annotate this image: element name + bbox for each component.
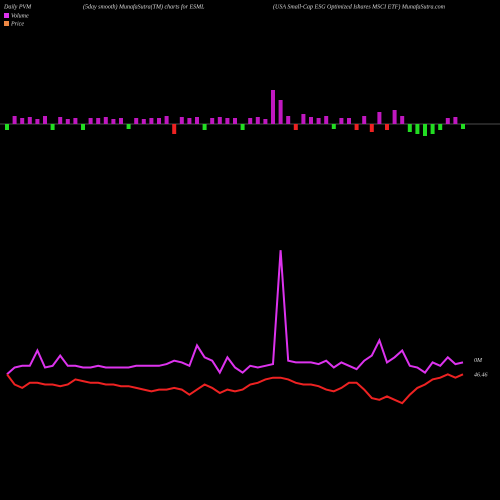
bar <box>172 124 177 134</box>
bar <box>126 124 131 129</box>
bar <box>111 119 116 124</box>
bar <box>164 116 169 124</box>
bar <box>5 124 9 130</box>
bar <box>400 116 405 124</box>
bar <box>347 118 351 124</box>
chart-source: (USA Small-Cap ESG Optimized Ishares MSC… <box>273 3 446 10</box>
bar <box>96 118 101 124</box>
bar <box>385 124 389 130</box>
bar <box>278 100 283 124</box>
bar <box>377 112 382 124</box>
bar <box>316 118 321 124</box>
bar <box>362 116 367 124</box>
bar <box>20 118 25 124</box>
bar <box>195 117 199 124</box>
bar <box>43 116 47 124</box>
end-label: 46.46 <box>474 372 488 379</box>
bar <box>271 90 275 124</box>
bar <box>438 124 443 130</box>
bar <box>217 117 222 124</box>
bar <box>415 124 420 134</box>
bar <box>369 124 374 132</box>
bar <box>324 116 329 124</box>
bar <box>461 124 465 129</box>
legend-swatch <box>4 21 9 26</box>
bar <box>157 118 161 124</box>
bar <box>12 116 17 124</box>
bar <box>58 117 63 124</box>
bar <box>35 119 40 124</box>
bar <box>88 118 93 124</box>
line <box>6 250 464 376</box>
line <box>6 373 464 405</box>
bar <box>103 117 108 124</box>
bar <box>141 119 146 124</box>
chart-subtitle: (5day smooth) MunafaSutra(TM) charts for… <box>83 3 205 10</box>
bar <box>339 118 344 124</box>
bar <box>240 124 245 130</box>
chart-title: Daily PVM <box>3 4 32 10</box>
bar <box>233 118 237 124</box>
legend-swatch <box>4 13 9 18</box>
bar <box>248 118 253 124</box>
bar <box>149 118 154 124</box>
bar <box>430 124 435 134</box>
bar <box>202 124 207 130</box>
bar <box>445 118 450 124</box>
bar <box>263 119 268 124</box>
legend-label: Price <box>10 21 24 27</box>
bar <box>293 124 298 130</box>
legend-label: Volume <box>11 13 29 19</box>
bar <box>354 124 359 130</box>
bar <box>301 114 306 124</box>
bar <box>179 117 184 124</box>
bar <box>187 118 192 124</box>
bar <box>81 124 85 130</box>
bar <box>65 119 70 124</box>
bar <box>392 110 397 124</box>
bar <box>73 118 78 124</box>
end-label: 0M <box>474 358 483 364</box>
bar <box>331 124 336 129</box>
bar <box>453 117 458 124</box>
bar <box>407 124 412 132</box>
bar <box>286 116 291 124</box>
bar <box>309 117 313 124</box>
bar <box>50 124 55 130</box>
bar <box>119 118 123 124</box>
bar <box>27 117 32 124</box>
bar <box>210 118 215 124</box>
bar <box>255 117 260 124</box>
bar <box>225 118 230 124</box>
bar <box>423 124 427 136</box>
bar <box>134 118 139 124</box>
